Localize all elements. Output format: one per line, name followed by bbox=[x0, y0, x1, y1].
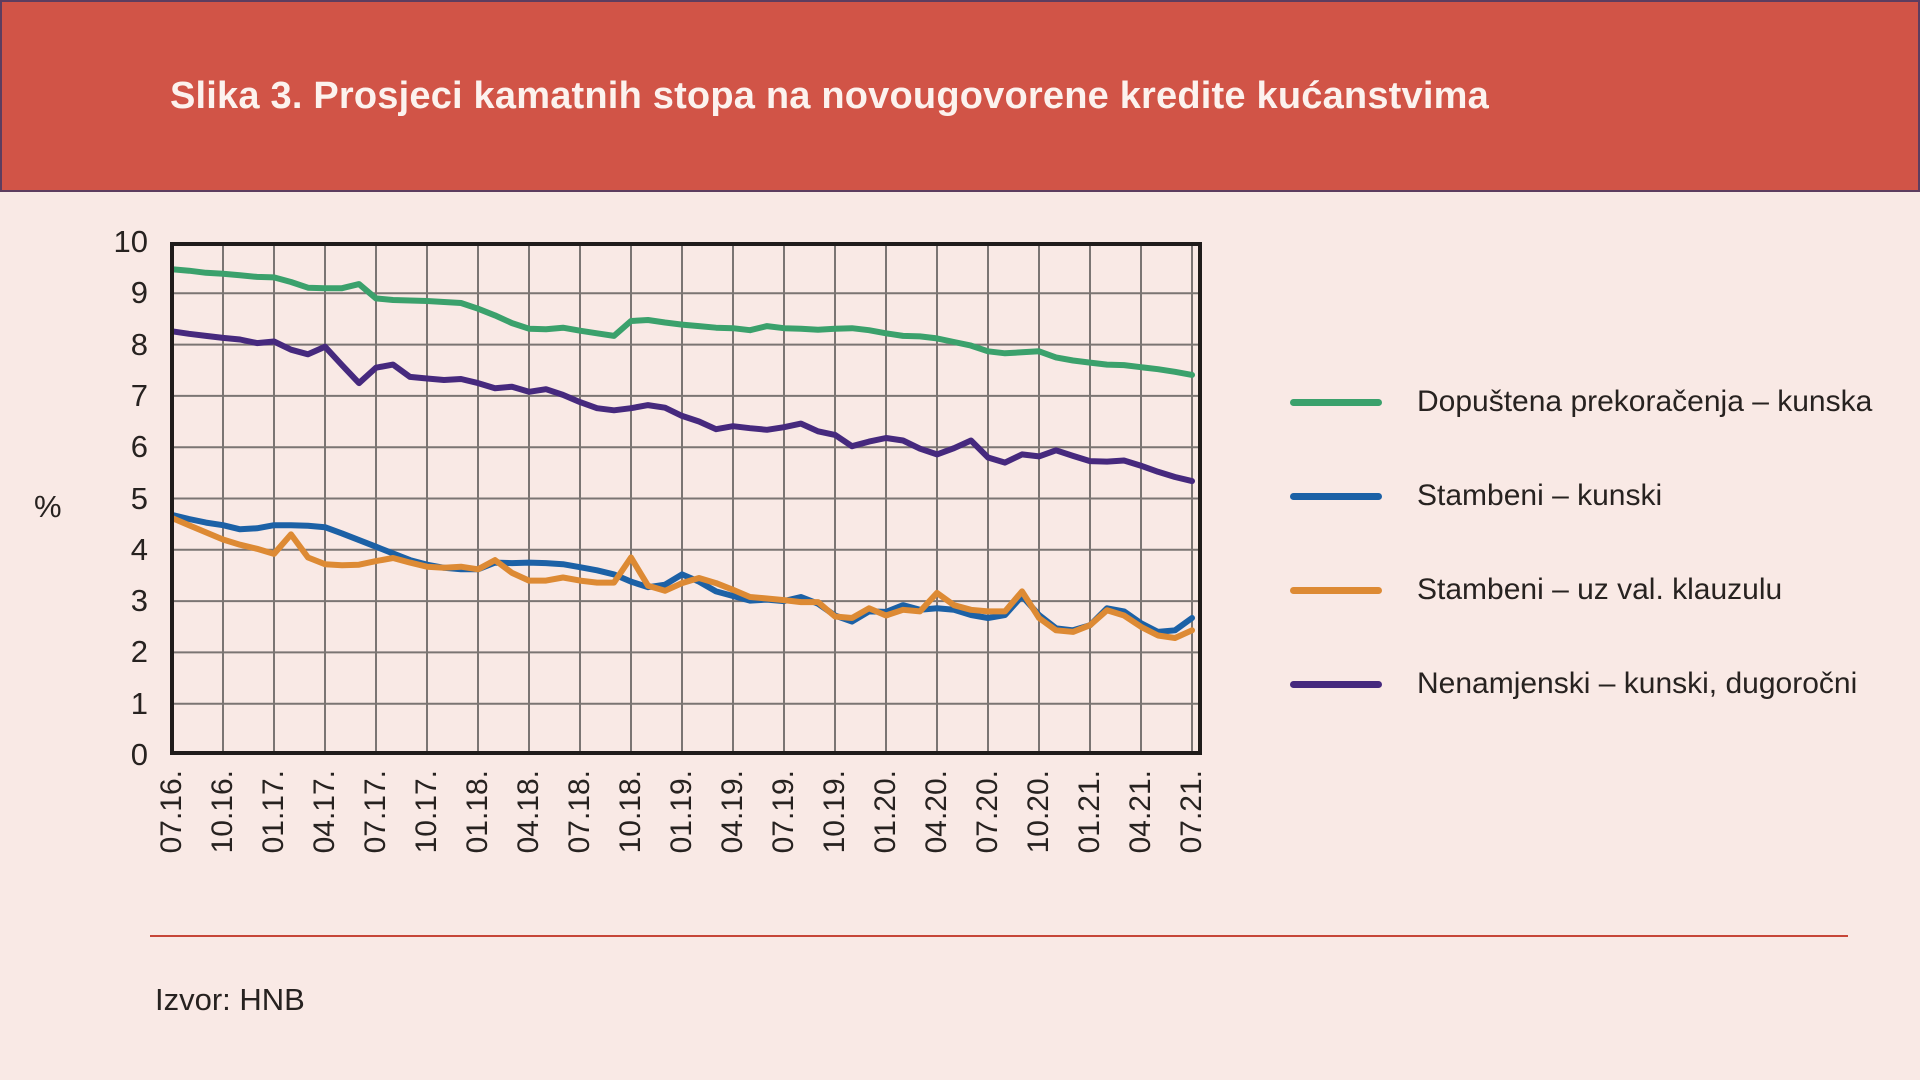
x-tick-label: 07.20. bbox=[971, 770, 1004, 854]
legend-item: Dopuštena prekoračenja – kunska bbox=[1290, 355, 1872, 449]
y-tick-label: 4 bbox=[130, 531, 148, 567]
x-tick-label: 07.19. bbox=[767, 770, 800, 854]
legend-swatch-icon bbox=[1290, 398, 1382, 406]
x-tick-label: 10.18. bbox=[614, 770, 647, 854]
y-tick-label: 0 bbox=[130, 737, 148, 772]
plot-border bbox=[170, 242, 1202, 755]
legend-item: Stambeni – kunski bbox=[1290, 449, 1872, 543]
source-label: Izvor: HNB bbox=[155, 982, 305, 1017]
y-tick-label: 3 bbox=[130, 583, 148, 619]
x-tick-label: 10.20. bbox=[1022, 770, 1055, 854]
legend-label: Nenamjenski – kunski, dugoročni bbox=[1417, 667, 1858, 700]
chart-title: Slika 3. Prosjeci kamatnih stopa na novo… bbox=[170, 74, 1489, 117]
legend-label: Stambeni – uz val. klauzulu bbox=[1417, 573, 1783, 606]
x-tick-label: 07.16. bbox=[155, 770, 188, 854]
legend-item: Nenamjenski – kunski, dugoročni bbox=[1290, 637, 1872, 731]
y-tick-label: 6 bbox=[130, 429, 148, 465]
legend-swatch-icon bbox=[1290, 492, 1382, 500]
series-line bbox=[170, 328, 1195, 485]
legend: Dopuštena prekoračenja – kunska Stambeni … bbox=[1290, 355, 1872, 731]
x-tick-label: 01.17. bbox=[257, 770, 290, 854]
x-tick-label: 01.20. bbox=[869, 770, 902, 854]
legend-label: Dopuštena prekoračenja – kunska bbox=[1417, 385, 1873, 418]
y-tick-label: 1 bbox=[130, 685, 148, 721]
x-tick-label: 07.21. bbox=[1175, 770, 1208, 854]
x-tick-label: 04.17. bbox=[308, 770, 341, 854]
x-tick-label: 04.18. bbox=[512, 770, 545, 854]
legend-swatch-icon bbox=[1290, 586, 1382, 594]
y-tick-label: 7 bbox=[130, 377, 148, 413]
x-tick-label: 01.21. bbox=[1073, 770, 1106, 854]
legend-item: Stambeni – uz val. klauzulu bbox=[1290, 543, 1872, 637]
plot-svg bbox=[170, 242, 1202, 755]
x-tick-label: 04.19. bbox=[716, 770, 749, 854]
y-tick-label: 8 bbox=[130, 326, 148, 362]
x-tick-label: 07.18. bbox=[563, 770, 596, 854]
x-tick-label: 04.20. bbox=[920, 770, 953, 854]
legend-label: Stambeni – kunski bbox=[1417, 479, 1663, 512]
y-tick-label: 5 bbox=[130, 480, 148, 516]
source-divider bbox=[150, 935, 1848, 937]
x-tick-label: 04.21. bbox=[1124, 770, 1157, 854]
y-tick-label: 2 bbox=[130, 634, 148, 670]
y-axis-unit-label: % bbox=[34, 489, 62, 524]
legend-swatch-icon bbox=[1290, 680, 1382, 688]
x-tick-label: 10.19. bbox=[818, 770, 851, 854]
header-banner: Slika 3. Prosjeci kamatnih stopa na novo… bbox=[0, 0, 1920, 192]
x-tick-label: 07.17. bbox=[359, 770, 392, 854]
x-tick-label: 01.18. bbox=[461, 770, 494, 854]
x-tick-label: 10.17. bbox=[410, 770, 443, 854]
x-tick-label: 01.19. bbox=[665, 770, 698, 854]
x-tick-label: 10.16. bbox=[206, 770, 239, 854]
series-line bbox=[170, 515, 1195, 641]
y-tick-label: 9 bbox=[130, 275, 148, 311]
y-tick-label: 10 bbox=[113, 224, 148, 259]
series-line bbox=[170, 266, 1195, 378]
